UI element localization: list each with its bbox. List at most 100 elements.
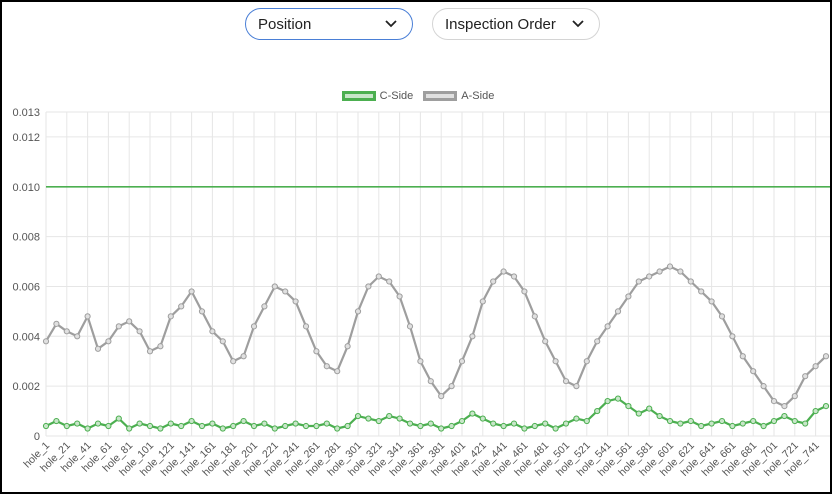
data-point-c-side	[261, 420, 268, 427]
y-tick-label: 0.012	[12, 132, 40, 144]
data-point-c-side	[375, 417, 382, 425]
data-point-a-side	[729, 333, 736, 340]
data-point-a-side	[230, 358, 237, 365]
data-point-c-side	[438, 425, 445, 432]
data-point-a-side	[656, 268, 663, 275]
data-point-c-side	[542, 420, 549, 427]
data-point-c-side	[271, 425, 278, 432]
data-point-a-side	[510, 273, 518, 280]
data-point-a-side	[250, 323, 258, 330]
data-point-c-side	[396, 415, 403, 422]
data-point-c-side	[230, 422, 237, 430]
data-point-a-side	[157, 343, 164, 350]
position-select[interactable]: Position	[245, 8, 413, 40]
data-point-a-side	[74, 333, 81, 340]
data-point-c-side	[781, 412, 788, 420]
data-point-a-side	[490, 278, 497, 285]
chevron-down-icon	[571, 17, 585, 31]
legend-item-c-side[interactable]: C-Side	[341, 90, 414, 102]
data-point-a-side	[739, 353, 746, 360]
data-point-a-side	[708, 298, 715, 305]
data-point-c-side	[469, 410, 476, 417]
data-point-a-side	[313, 348, 320, 355]
data-point-a-side	[42, 338, 50, 345]
data-point-a-side	[687, 278, 694, 285]
data-point-c-side	[500, 422, 507, 430]
data-point-a-side	[365, 283, 372, 290]
data-point-a-side	[146, 348, 154, 355]
data-point-c-side	[552, 425, 559, 432]
series-line-a-side	[45, 265, 827, 408]
data-point-c-side	[708, 420, 715, 427]
data-point-a-side	[562, 378, 570, 385]
data-point-a-side	[386, 278, 393, 285]
data-point-c-side	[666, 417, 674, 425]
data-point-a-side	[271, 283, 278, 290]
data-point-a-side	[614, 308, 622, 315]
data-point-c-side	[313, 422, 320, 430]
data-point-c-side	[635, 410, 642, 417]
data-point-a-side	[427, 378, 434, 385]
data-point-a-side	[188, 288, 195, 295]
data-point-a-side	[521, 288, 528, 295]
data-point-c-side	[677, 420, 684, 427]
chevron-down-icon	[384, 17, 398, 31]
data-point-a-side	[438, 393, 445, 400]
data-point-c-side	[604, 398, 611, 405]
data-point-c-side	[115, 415, 122, 422]
data-point-a-side	[458, 358, 466, 365]
data-point-c-side	[490, 420, 497, 427]
data-point-a-side	[282, 288, 289, 295]
legend-label-c-side: C-Side	[379, 90, 414, 102]
data-point-a-side	[791, 393, 798, 400]
data-point-a-side	[666, 263, 674, 270]
data-point-c-side	[250, 422, 258, 430]
data-point-a-side	[822, 353, 830, 360]
data-point-c-side	[240, 417, 247, 425]
chart-legend: C-Side A-Side	[2, 90, 830, 102]
data-point-a-side	[354, 308, 362, 315]
data-point-a-side	[448, 383, 455, 390]
data-point-c-side	[427, 420, 434, 427]
data-point-c-side	[687, 417, 694, 425]
data-point-c-side	[448, 422, 455, 430]
y-tick-label: 0.010	[12, 182, 40, 194]
data-point-a-side	[500, 268, 507, 275]
data-point-a-side	[760, 383, 767, 390]
data-point-c-side	[334, 425, 341, 432]
data-point-c-side	[594, 407, 601, 415]
data-point-a-side	[94, 345, 102, 352]
data-point-c-side	[698, 422, 705, 430]
data-point-c-side	[105, 422, 112, 430]
data-point-a-side	[718, 313, 726, 320]
data-point-c-side	[198, 422, 206, 430]
data-point-a-side	[53, 320, 60, 327]
data-point-c-side	[126, 425, 133, 432]
y-tick-label: 0.002	[12, 381, 40, 393]
series-line-c-side	[45, 397, 827, 430]
data-point-c-side	[136, 420, 143, 427]
data-point-c-side	[583, 417, 590, 425]
data-point-a-side	[261, 303, 268, 310]
data-point-a-side	[105, 338, 112, 345]
data-point-c-side	[417, 422, 424, 430]
data-point-c-side	[573, 415, 580, 422]
inspection-order-select[interactable]: Inspection Order	[432, 8, 600, 40]
data-point-a-side	[344, 343, 351, 350]
data-point-c-side	[562, 420, 570, 427]
data-point-c-side	[302, 422, 310, 430]
y-tick-label: 0.013	[12, 107, 40, 119]
data-point-a-side	[750, 368, 757, 375]
data-point-c-side	[791, 417, 798, 425]
data-point-a-side	[219, 338, 226, 345]
data-point-c-side	[760, 422, 767, 430]
data-point-a-side	[334, 368, 341, 375]
data-point-c-side	[84, 425, 91, 432]
legend-swatch-c-side	[341, 91, 376, 101]
data-point-c-side	[323, 420, 330, 427]
data-point-c-side	[53, 417, 60, 425]
data-point-a-side	[573, 383, 580, 390]
legend-item-a-side[interactable]: A-Side	[423, 90, 494, 102]
data-point-c-side	[282, 422, 289, 430]
